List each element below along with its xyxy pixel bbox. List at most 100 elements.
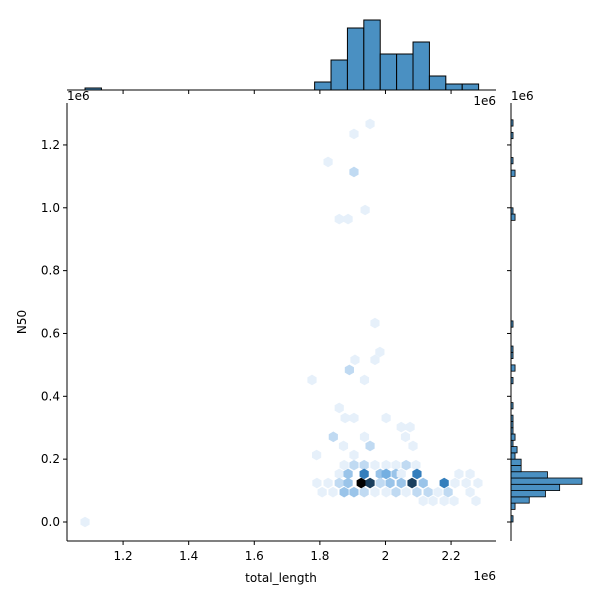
hexbin xyxy=(418,495,428,507)
y-hist-bar xyxy=(510,446,518,454)
hexbin xyxy=(405,421,415,433)
x-axis-label: total_length xyxy=(245,571,317,585)
y-hist-bar xyxy=(510,471,548,479)
hexbin xyxy=(359,459,369,471)
hexbin xyxy=(381,459,391,471)
y-tick-label: 0.4 xyxy=(41,389,60,403)
y-axis-label: N50 xyxy=(15,310,29,334)
hexbin xyxy=(365,440,375,452)
hexbin xyxy=(433,486,443,498)
hexbin xyxy=(381,486,391,498)
hexbin xyxy=(312,449,322,461)
hexbin xyxy=(350,354,360,366)
hexbin xyxy=(439,477,449,489)
hexbin xyxy=(439,495,449,507)
hexbin xyxy=(349,459,359,471)
hexbin xyxy=(334,213,344,225)
x-hist-bar xyxy=(346,27,365,91)
hexbin xyxy=(349,166,359,178)
marginal-x-offset-text: 1e6 xyxy=(473,94,496,108)
x-offset-text: 1e6 xyxy=(473,569,496,583)
hexbin xyxy=(391,486,401,498)
hexbin xyxy=(312,477,322,489)
x-tick-label: 2.2 xyxy=(442,549,461,563)
hexbin xyxy=(400,431,411,443)
hexbin xyxy=(412,486,422,498)
hexbin xyxy=(370,459,380,471)
hexbin xyxy=(343,468,353,480)
x-hist-bar xyxy=(461,83,480,91)
hexbin xyxy=(328,486,338,498)
y-hist-bar xyxy=(510,169,516,177)
hexbin xyxy=(385,477,395,489)
y-hist-bar xyxy=(510,477,583,485)
hexbin xyxy=(349,449,359,461)
y-tick-label: 0.6 xyxy=(41,326,60,340)
y-tick-label: 1.0 xyxy=(41,201,60,215)
hexbin xyxy=(356,477,366,489)
hexbin xyxy=(375,346,385,358)
y-hist-bar xyxy=(510,490,546,498)
hexbin xyxy=(381,468,391,480)
hexbin xyxy=(338,440,349,452)
hexbin xyxy=(423,486,433,498)
hexbin xyxy=(449,495,459,507)
x-hist-bar xyxy=(379,53,398,91)
hexbin xyxy=(343,477,353,489)
y-hist-bar xyxy=(510,465,522,473)
hexbin xyxy=(370,354,380,366)
hexbin xyxy=(396,468,406,480)
hexbin xyxy=(450,477,460,489)
hexbin xyxy=(365,477,375,489)
y-hist-bar xyxy=(510,433,516,441)
hexbin xyxy=(407,477,417,489)
hexbin xyxy=(396,421,406,433)
y-tick-label: 0.0 xyxy=(41,515,60,529)
hexbin xyxy=(471,495,481,507)
x-hist-bar xyxy=(412,41,430,91)
hexbin xyxy=(343,213,353,225)
hexbin xyxy=(375,477,385,489)
hexbin xyxy=(334,468,344,480)
x-tick-label: 2 xyxy=(382,549,390,563)
hexbin xyxy=(359,486,369,498)
x-tick-label: 1.2 xyxy=(114,549,133,563)
hexbin xyxy=(339,486,349,498)
y-hist-bar xyxy=(510,213,516,221)
y-tick-label: 0.8 xyxy=(41,264,60,278)
x-hist-bar xyxy=(396,53,414,91)
x-hist-bar xyxy=(445,83,463,91)
x-hist-bar xyxy=(314,81,332,91)
y-hist-bar xyxy=(510,458,522,466)
hexbin xyxy=(443,486,453,498)
hexbin xyxy=(428,495,438,507)
hexbin xyxy=(370,317,380,329)
hexbin xyxy=(323,156,333,168)
x-tick-label: 1.4 xyxy=(179,549,198,563)
hexbin xyxy=(360,204,370,216)
hexbin xyxy=(334,402,344,414)
x-tick-label: 1.8 xyxy=(310,549,329,563)
hexbin xyxy=(334,477,344,489)
hexbin xyxy=(396,477,406,489)
hexbin xyxy=(349,412,359,424)
hexbin xyxy=(317,486,327,498)
hexbin xyxy=(370,486,380,498)
hexbin xyxy=(365,118,375,130)
hexbin xyxy=(408,440,418,452)
y-hist-bar xyxy=(510,502,516,510)
hexbin xyxy=(391,459,401,471)
hexbin xyxy=(359,468,369,480)
y-hist-bar xyxy=(510,364,516,372)
hexbin xyxy=(307,374,317,386)
hexbin xyxy=(412,468,422,480)
hexbin xyxy=(344,364,354,376)
hexbin xyxy=(339,459,349,471)
y-tick-label: 1.2 xyxy=(41,138,60,152)
hexbin xyxy=(359,431,370,443)
hexbin xyxy=(401,486,411,498)
x-tick-label: 1.6 xyxy=(245,549,264,563)
hexbin xyxy=(454,468,464,480)
y-hist-bar xyxy=(510,452,516,460)
